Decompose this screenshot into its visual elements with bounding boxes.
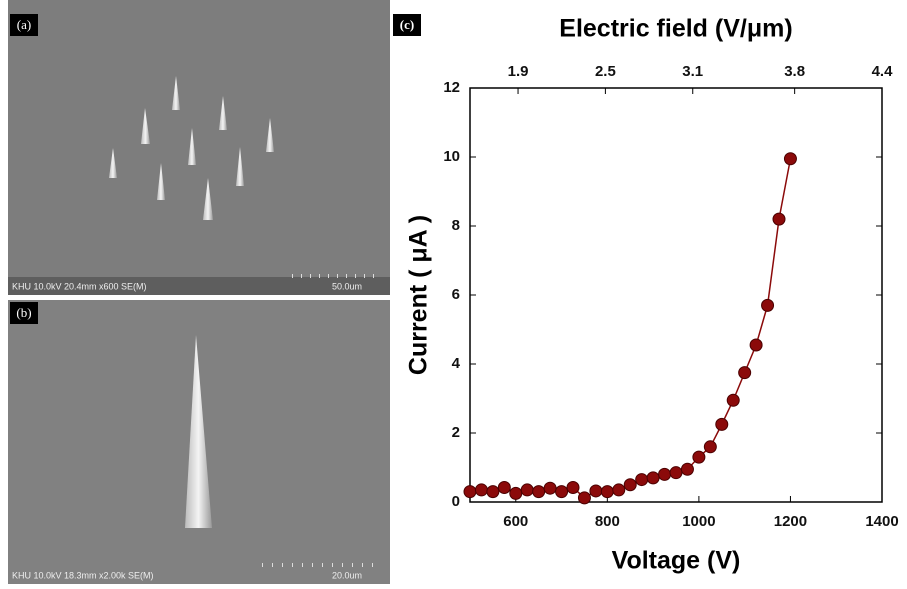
- y-tick-label: 12: [443, 79, 460, 96]
- data-point: [680, 462, 694, 476]
- sem-info: KHU 10.0kV 20.4mm x600 SE(M): [12, 281, 147, 291]
- y-tick-label: 0: [452, 493, 460, 510]
- label-box: [393, 14, 421, 36]
- sem-panel-b: (b) KHU 10.0kV 18.3mm x2.00k SE(M) 20.0u…: [8, 300, 390, 584]
- sem-info: KHU 10.0kV 18.3mm x2.00k SE(M): [12, 570, 154, 580]
- data-point: [623, 478, 637, 492]
- sem-panel-a: (a) KHU 10.0kV 20.4mm x600 SE(M) 50.0um: [8, 0, 390, 295]
- data-point: [646, 471, 660, 485]
- x-tick-label: 600: [503, 513, 528, 530]
- data-point: [509, 486, 523, 500]
- data-point: [692, 450, 706, 464]
- series-line: [469, 158, 792, 499]
- data-point: [612, 483, 626, 497]
- data-point: [566, 481, 580, 495]
- x-tick-label: 1200: [774, 513, 807, 530]
- y-tick-label: 2: [452, 424, 460, 441]
- data-point: [669, 466, 683, 480]
- data-point: [497, 481, 511, 495]
- x-tick-label: 1400: [865, 513, 898, 530]
- data-point: [543, 481, 557, 495]
- sem-image: [8, 0, 390, 295]
- data-point: [738, 366, 752, 380]
- data-point: [783, 152, 797, 166]
- panel-label: (b): [16, 305, 31, 320]
- panel-label: (a): [17, 17, 31, 32]
- x2-tick-label: 3.1: [682, 63, 703, 80]
- x-tick-label: 1000: [682, 513, 715, 530]
- data-point: [658, 467, 672, 481]
- x2-tick-label: 3.8: [784, 63, 805, 80]
- plot-frame: [469, 87, 883, 503]
- x-tick-label: 800: [595, 513, 620, 530]
- data-point: [555, 485, 569, 499]
- data-point: [635, 473, 649, 487]
- data-point: [749, 338, 763, 352]
- data-point: [577, 491, 591, 505]
- x2-tick-label: 4.4: [872, 63, 894, 80]
- data-point: [589, 484, 603, 498]
- data-point: [715, 417, 729, 431]
- y-axis-title: Current ( μA ): [405, 215, 433, 375]
- info-bar: [8, 277, 390, 295]
- label-box: [10, 14, 38, 36]
- y-tick-label: 4: [452, 355, 461, 372]
- x-axis-title: Voltage (V): [612, 547, 741, 575]
- data-point: [726, 393, 740, 407]
- tip: [185, 335, 212, 528]
- scale-text: 50.0um: [332, 281, 362, 291]
- x2-tick-label: 1.9: [508, 63, 529, 80]
- scale-text: 20.0um: [332, 570, 362, 580]
- tips: [109, 76, 274, 220]
- data-point: [463, 485, 477, 499]
- data-point: [474, 483, 488, 497]
- data-point: [761, 298, 775, 312]
- y-tick-label: 10: [443, 148, 460, 165]
- data-point: [772, 212, 786, 226]
- x2-tick-label: 2.5: [595, 63, 616, 80]
- data-point: [520, 483, 534, 497]
- data-point: [532, 485, 546, 499]
- y-tick-label: 6: [452, 286, 460, 303]
- data-point: [600, 485, 614, 499]
- label-box: [10, 302, 38, 324]
- y-tick-label: 8: [452, 217, 460, 234]
- data-point: [703, 440, 717, 454]
- data-point: [486, 485, 500, 499]
- x2-axis-title: Electric field (V/μm): [559, 15, 792, 43]
- panel-label: (c): [400, 17, 414, 32]
